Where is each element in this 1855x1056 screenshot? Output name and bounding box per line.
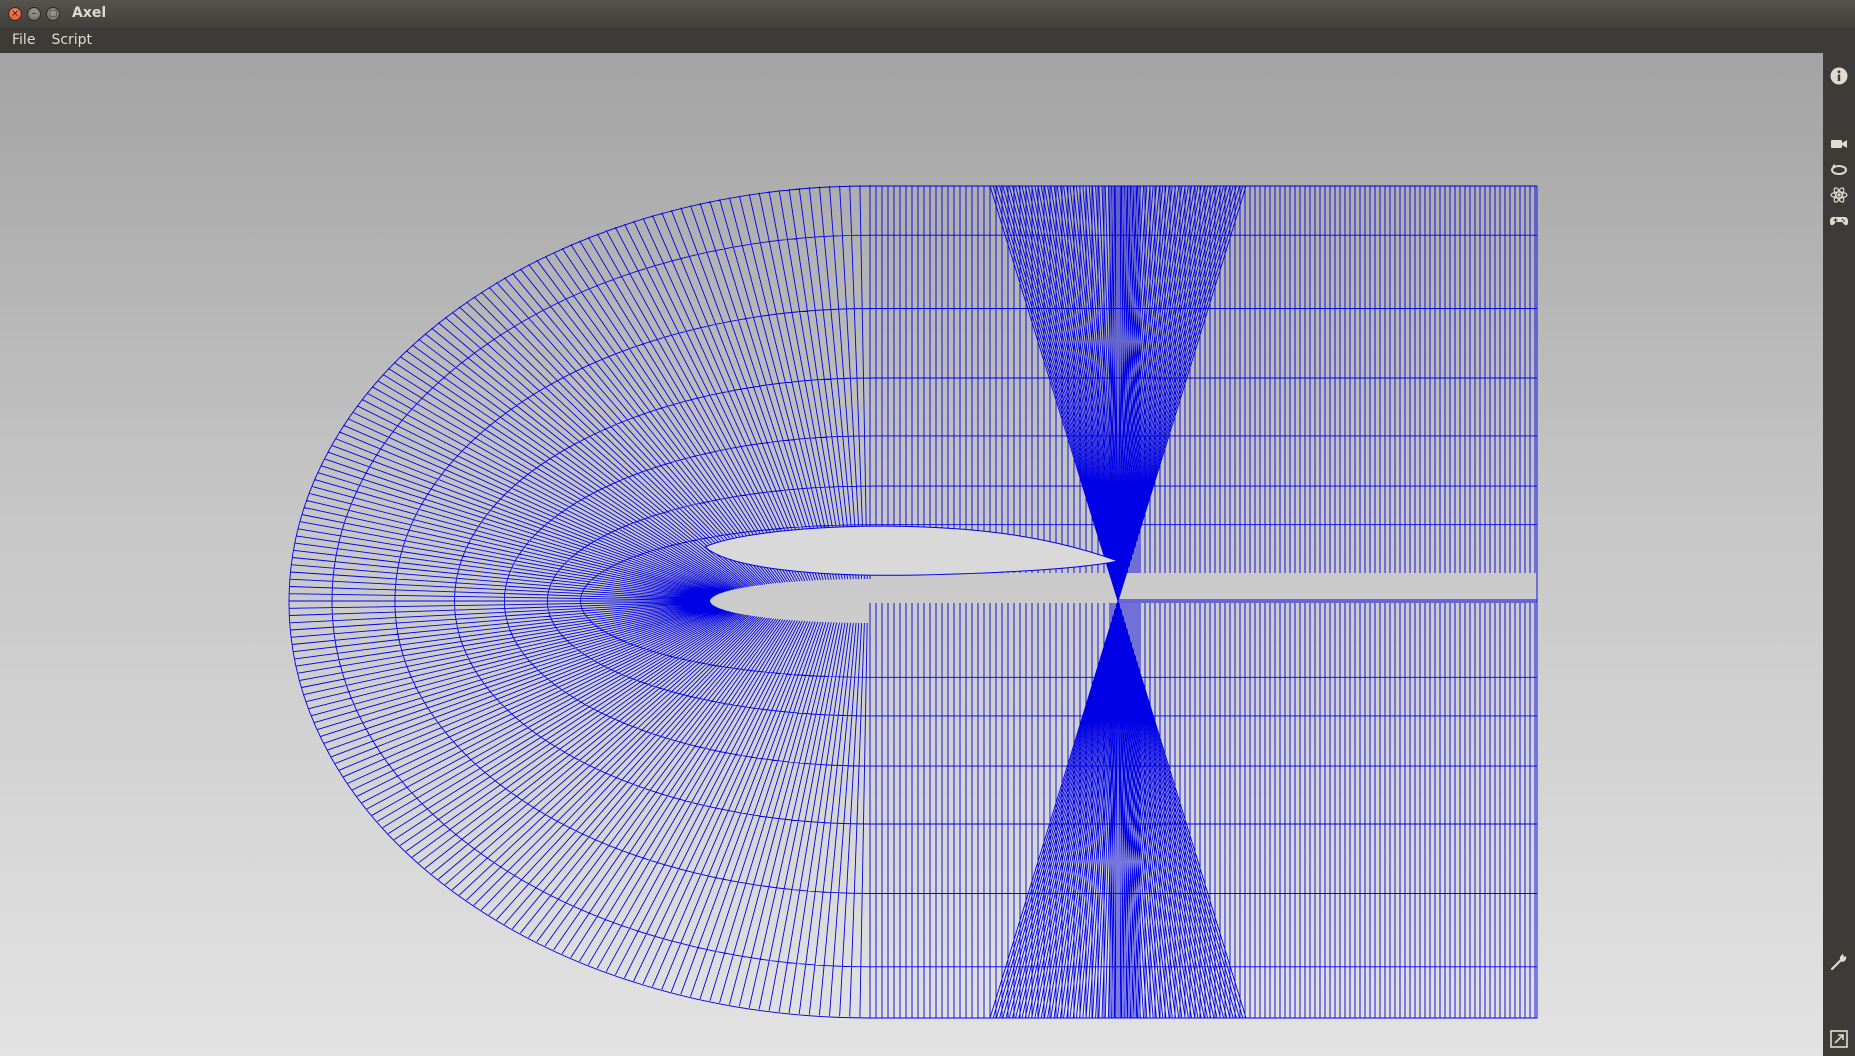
- gamepad-icon[interactable]: [1829, 210, 1849, 230]
- minimize-icon: –: [31, 8, 37, 19]
- info-icon[interactable]: [1829, 66, 1849, 86]
- airfoil-shape: [704, 525, 1120, 576]
- mesh-lines: [288, 185, 1538, 1019]
- right-toolbar: [1823, 53, 1855, 1056]
- atom-icon[interactable]: [1829, 185, 1849, 205]
- minimize-window-button[interactable]: –: [27, 7, 41, 21]
- wrench-icon[interactable]: [1829, 951, 1849, 971]
- title-bar: × – □ Axel: [0, 0, 1855, 28]
- menu-file[interactable]: File: [12, 32, 36, 48]
- rotate-view-icon[interactable]: [1829, 160, 1849, 180]
- fullscreen-icon[interactable]: [1829, 1029, 1849, 1049]
- menu-script[interactable]: Script: [51, 32, 93, 48]
- close-icon: ×: [11, 8, 19, 19]
- airfoil-c-mesh: [288, 185, 1538, 1019]
- camera-icon[interactable]: [1829, 134, 1849, 154]
- maximize-icon: □: [48, 8, 58, 19]
- menu-bar: File Script: [0, 28, 1855, 53]
- maximize-window-button[interactable]: □: [46, 7, 60, 21]
- close-window-button[interactable]: ×: [8, 7, 22, 21]
- mesh-canvas: [288, 185, 1538, 1019]
- 3d-viewport[interactable]: [0, 53, 1823, 1056]
- window-title: Axel: [72, 5, 107, 21]
